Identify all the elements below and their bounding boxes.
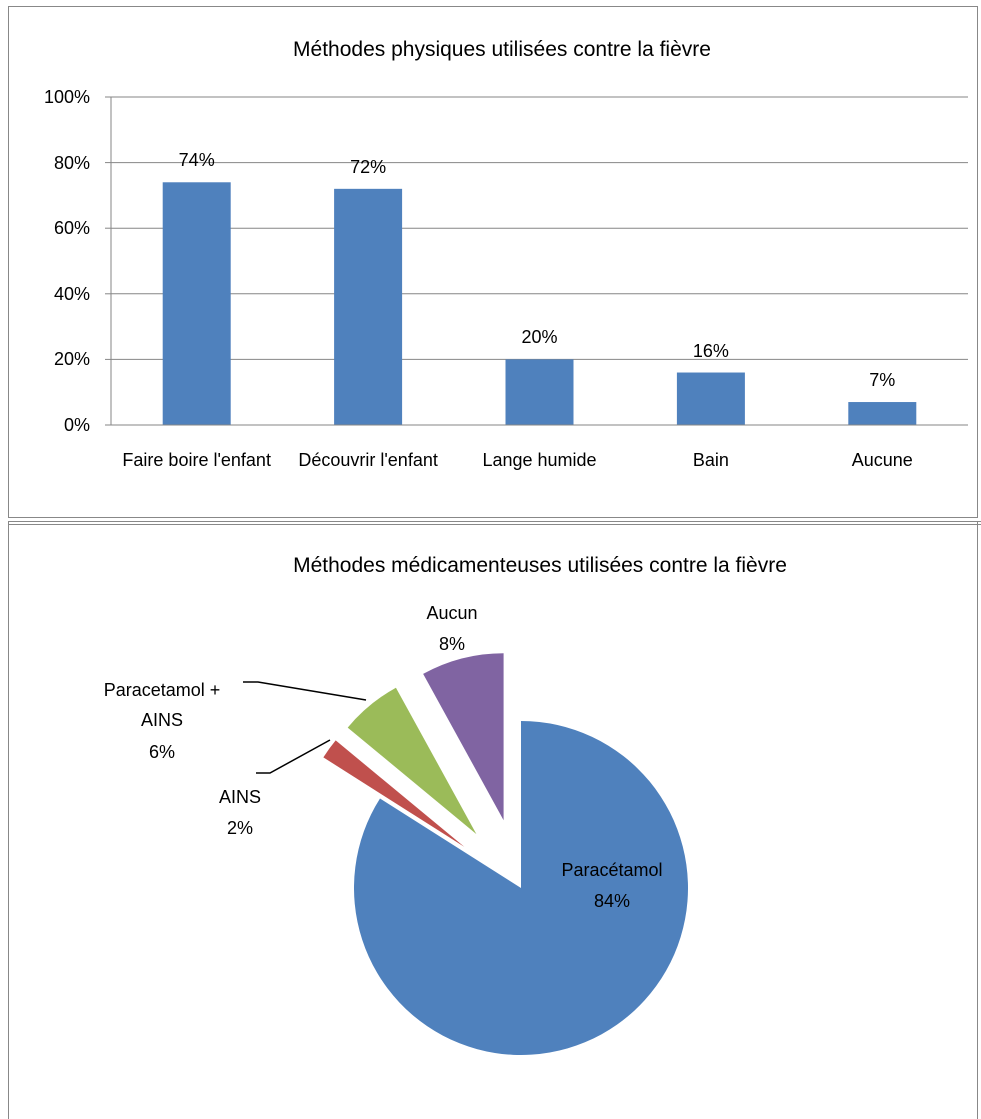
pie-slice xyxy=(347,687,477,835)
slice-name: AINS xyxy=(218,787,261,807)
x-tick-label: Lange humide xyxy=(482,450,597,470)
pie-slice xyxy=(423,653,504,821)
data-label: 16% xyxy=(692,340,729,361)
chart-title: Méthodes médicamenteuses utilisées contr… xyxy=(293,554,787,577)
data-label: 20% xyxy=(521,327,558,348)
x-tick-label: Découvrir l'enfant xyxy=(298,450,438,470)
x-tick-label: Bain xyxy=(692,450,729,470)
y-tick-label: 80% xyxy=(53,152,90,173)
x-tick-label: Faire boire l'enfant xyxy=(122,450,271,470)
y-tick-label: 0% xyxy=(63,415,90,435)
x-tick-label: Aucune xyxy=(851,450,913,470)
frame xyxy=(8,6,978,518)
pie-slice xyxy=(323,740,465,847)
slice-name: Paracétamol xyxy=(561,860,663,880)
data-label: 74% xyxy=(178,150,215,171)
slice-value: 8% xyxy=(438,634,465,654)
y-tick-label: 100% xyxy=(43,87,90,107)
slice-value: 2% xyxy=(226,818,253,838)
bar xyxy=(505,359,574,425)
data-label: 72% xyxy=(350,156,387,177)
slice-value: 84% xyxy=(593,891,631,911)
bar xyxy=(676,372,745,425)
data-label: 7% xyxy=(869,370,896,391)
y-tick-label: 40% xyxy=(53,283,90,304)
chart-title: Méthodes physiques utilisées contre la f… xyxy=(293,38,711,61)
slice-name: Aucun xyxy=(426,603,478,623)
y-tick-label: 20% xyxy=(53,349,90,370)
slice-name: Paracetamol + AINS xyxy=(103,680,221,730)
slice-value: 6% xyxy=(148,742,175,762)
leader-line xyxy=(243,681,367,701)
leader-line xyxy=(256,739,331,774)
pie-slice xyxy=(353,721,688,1055)
bar xyxy=(334,188,403,425)
bar xyxy=(162,182,231,425)
bar xyxy=(848,402,917,425)
y-tick-label: 60% xyxy=(53,218,90,239)
